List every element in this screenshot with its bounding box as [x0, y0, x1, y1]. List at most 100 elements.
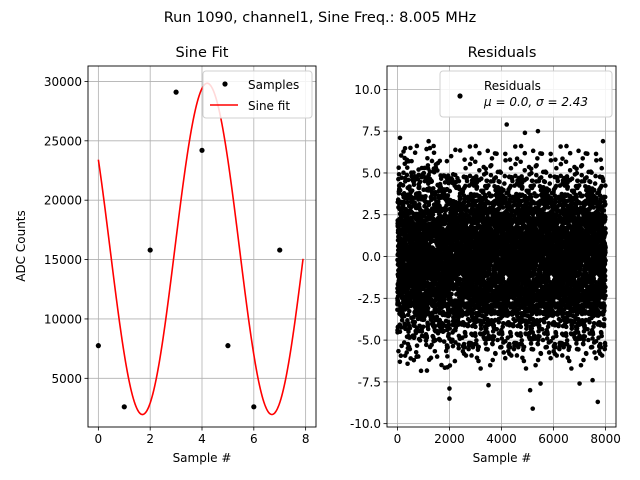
residual-point: [503, 158, 508, 163]
sine-fit-x-tick-label: 2: [146, 432, 154, 446]
residual-point: [407, 308, 412, 314]
residual-point: [509, 353, 514, 358]
residual-point: [447, 188, 453, 194]
residual-point: [474, 338, 479, 343]
residual-point: [494, 151, 499, 157]
residual-point: [442, 297, 447, 303]
residual-point: [502, 173, 508, 179]
sample-point: [251, 404, 257, 410]
residual-point: [463, 183, 468, 189]
sample-point: [277, 247, 283, 253]
residual-point: [399, 343, 404, 349]
residual-point: [407, 346, 413, 352]
residual-point: [446, 322, 452, 327]
sine-fit-x-tick-label: 8: [302, 432, 310, 446]
residual-point: [399, 317, 405, 323]
residual-point: [469, 353, 474, 358]
residual-point: [522, 167, 528, 173]
residual-point: [457, 148, 463, 153]
residual-point: [499, 344, 504, 350]
residual-point: [425, 322, 431, 327]
residual-point: [424, 335, 430, 341]
residual-point: [447, 363, 453, 368]
sine-fit-x-tick-label: 0: [95, 432, 103, 446]
residual-point: [411, 334, 417, 340]
sine-fit-y-tick-label: 20000: [44, 194, 82, 208]
sample-point: [225, 343, 231, 349]
residual-point: [478, 366, 483, 371]
residual-point: [467, 318, 473, 324]
residual-point: [508, 333, 514, 339]
residual-point: [518, 159, 523, 165]
sine-fit-y-tick-label: 30000: [44, 75, 82, 89]
residual-point: [416, 184, 422, 190]
residual-point: [490, 341, 495, 347]
residual-point: [437, 337, 443, 343]
residual-point: [483, 194, 489, 200]
sine-fit-title: Sine Fit: [176, 45, 229, 61]
residual-point: [500, 205, 506, 210]
residual-point: [434, 354, 440, 359]
residual-point: [512, 144, 518, 149]
residual-point: [508, 165, 514, 171]
residual-point: [396, 348, 401, 354]
residual-point: [402, 313, 407, 319]
residual-point: [412, 319, 418, 325]
residual-point: [476, 344, 482, 350]
residual-point: [429, 179, 435, 184]
residual-point: [521, 344, 527, 350]
residual-point: [404, 350, 410, 355]
residual-point: [431, 150, 437, 156]
residual-point: [488, 172, 494, 178]
residual-point: [457, 186, 462, 192]
residual-point: [478, 176, 484, 181]
residual-point: [445, 344, 450, 350]
residual-point: [514, 156, 520, 161]
residual-point: [417, 338, 423, 343]
residual-point: [478, 326, 484, 331]
residual-point: [429, 158, 435, 164]
residual-point: [401, 170, 406, 176]
residual-point: [495, 337, 500, 343]
residuals-panel: 0 2000 4000 6000 8000-10.0-7.5-5.0-2.50.02.5…: [350, 45, 621, 465]
residual-point: [476, 358, 481, 364]
residual-point: [474, 184, 480, 190]
residual-point: [417, 190, 422, 196]
residual-point: [405, 312, 411, 318]
residual-point: [425, 305, 431, 311]
sine-fit-curve: [97, 82, 304, 416]
residual-point: [422, 165, 427, 171]
sine-fit-plot-area: [95, 82, 304, 416]
residual-point: [486, 183, 491, 188]
residual-point: [485, 148, 491, 154]
residual-point: [462, 345, 468, 350]
residual-point: [439, 362, 444, 368]
residual-point: [446, 306, 451, 311]
residual-point: [518, 143, 524, 149]
residual-point: [433, 309, 438, 315]
residual-point: [459, 308, 465, 314]
residual-point: [441, 328, 447, 334]
residual-point: [488, 162, 494, 168]
residual-point: [407, 325, 413, 331]
residual-point: [518, 333, 524, 339]
residual-point: [519, 338, 525, 343]
residual-point: [483, 341, 488, 346]
residual-point: [496, 319, 502, 325]
residual-point: [441, 339, 447, 344]
residual-point: [450, 343, 456, 349]
residual-point: [423, 342, 429, 348]
residual-point: [427, 169, 433, 174]
residual-point: [507, 157, 513, 162]
residual-point: [420, 324, 426, 330]
residual-point: [406, 177, 411, 183]
residual-point: [463, 353, 469, 358]
residual-point: [493, 175, 499, 180]
residual-point: [467, 144, 473, 149]
figure-title: Run 1090, channel1, Sine Freq.: 8.005 MH…: [164, 10, 477, 26]
residual-point: [398, 353, 404, 359]
residual-point: [409, 188, 415, 193]
residual-point: [456, 342, 461, 348]
residual-point: [490, 357, 496, 363]
residual-point: [414, 143, 420, 149]
